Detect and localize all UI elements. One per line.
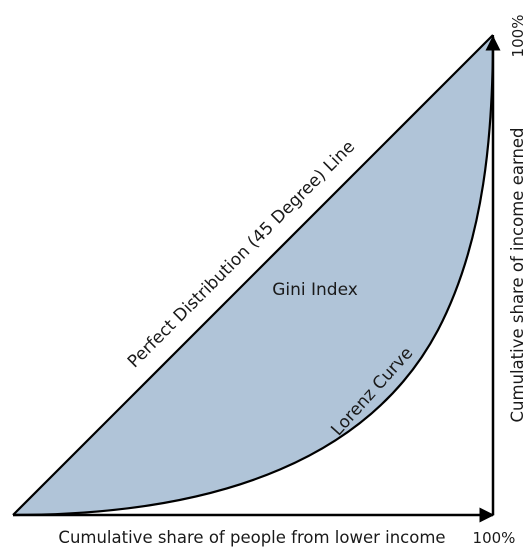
y-axis-max-label: 100% (509, 15, 527, 58)
x-axis-label: Cumulative share of people from lower in… (58, 528, 445, 547)
gini-index-label: Gini Index (272, 280, 358, 300)
perfect-distribution-line (12, 34, 494, 516)
x-axis-max-label: 100% (473, 529, 516, 547)
lorenz-curve (12, 34, 495, 517)
y-axis-label: Cumulative share of income earned (508, 127, 527, 422)
